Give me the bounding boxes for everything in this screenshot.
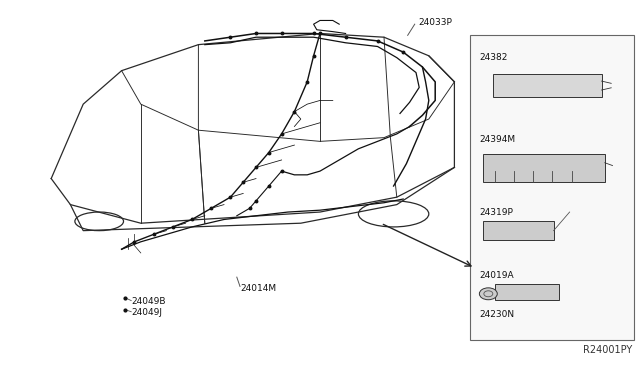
Text: 24014M: 24014M: [240, 284, 276, 293]
Bar: [495, 284, 559, 300]
Bar: [493, 74, 602, 97]
Text: 24230N: 24230N: [479, 310, 515, 319]
Bar: [483, 221, 554, 240]
Ellipse shape: [479, 288, 497, 300]
Text: 24033P: 24033P: [418, 18, 452, 27]
Bar: [470, 35, 634, 340]
Text: 24394M: 24394M: [479, 135, 515, 144]
Text: 24382: 24382: [479, 53, 508, 62]
Bar: [483, 154, 605, 182]
Text: 24319P: 24319P: [479, 208, 513, 217]
Text: 24019A: 24019A: [479, 271, 514, 280]
Text: 24049B: 24049B: [131, 297, 166, 306]
Text: 24049J: 24049J: [131, 308, 162, 317]
Text: R24001PY: R24001PY: [583, 345, 632, 355]
